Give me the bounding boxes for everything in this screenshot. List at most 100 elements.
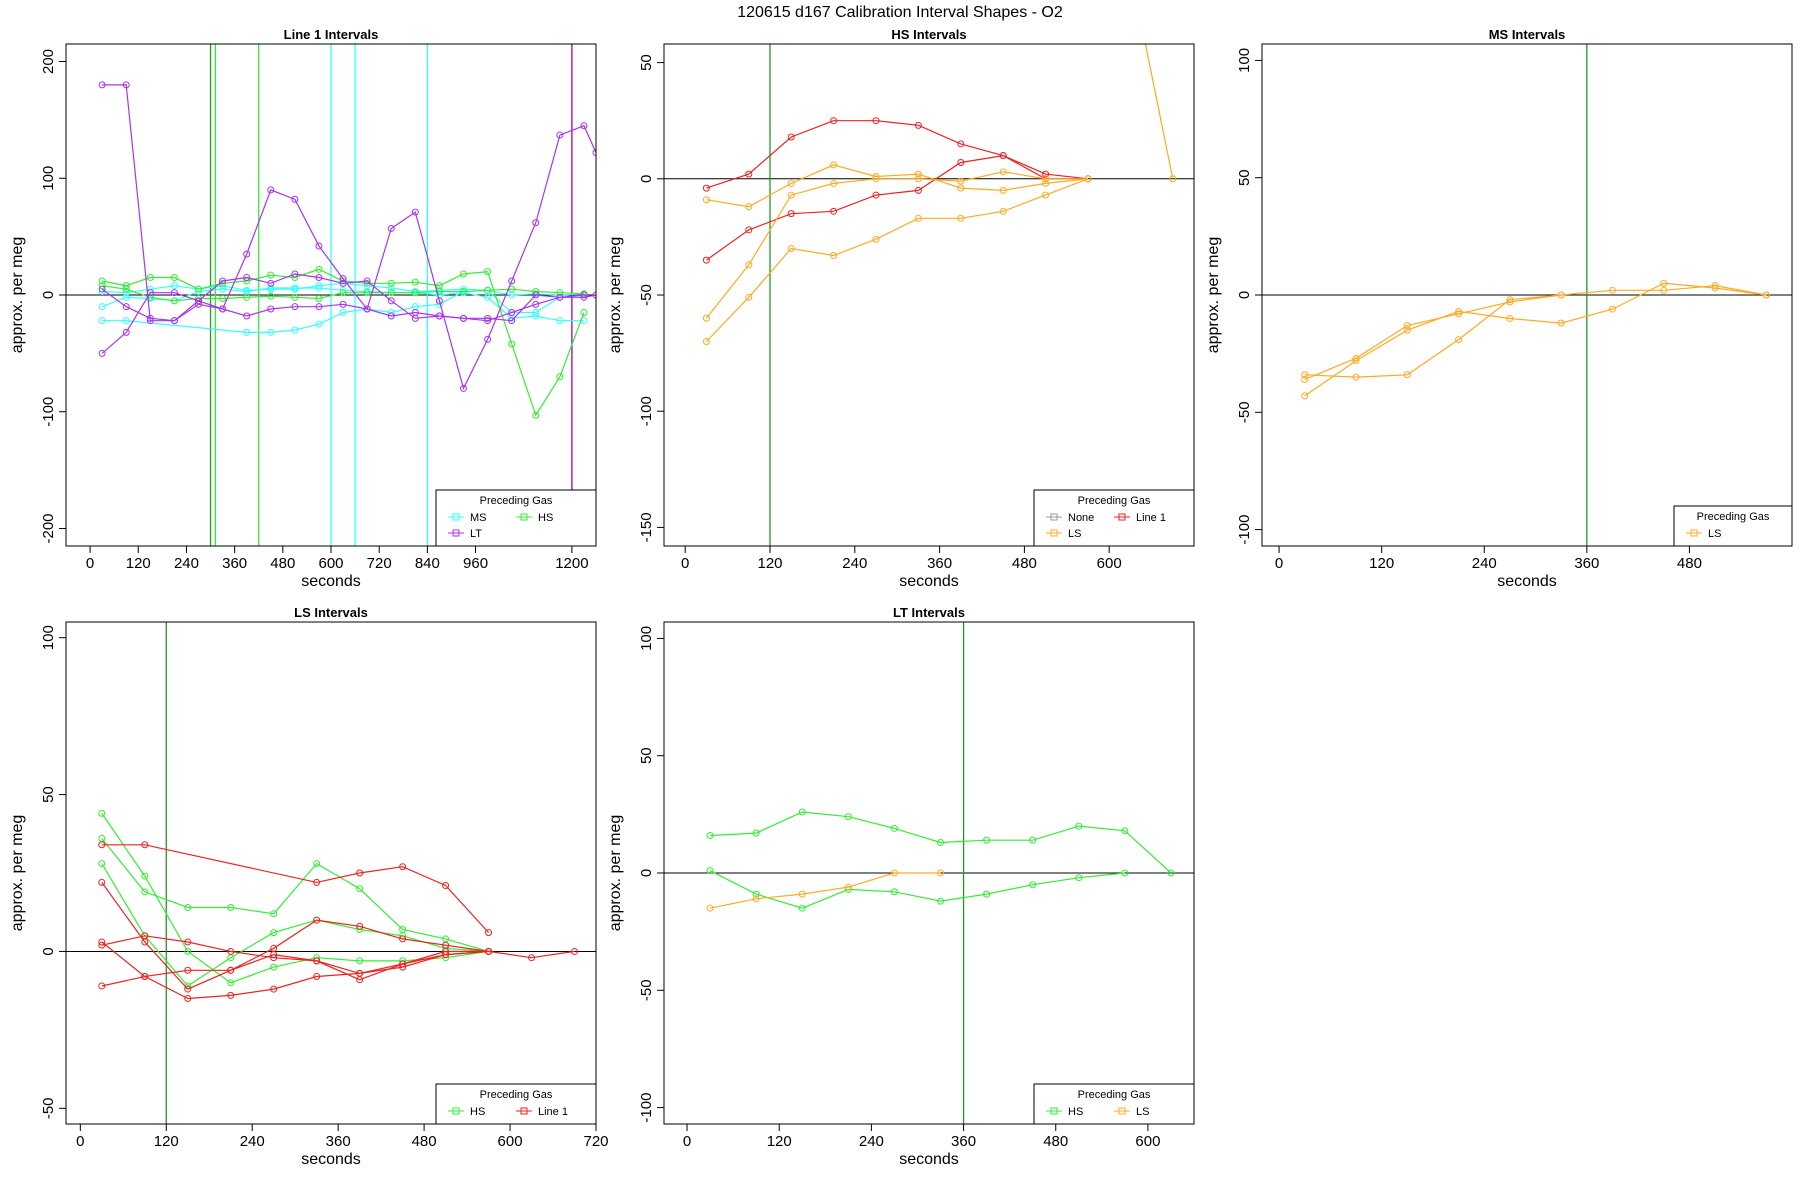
chart-1-data-point [508, 340, 516, 348]
chart-4-plot-area [66, 622, 596, 1124]
chart-1-xlabel: seconds [301, 573, 361, 590]
chart-1-xtick-label: 120 [126, 555, 151, 572]
chart-4-data-point [227, 979, 235, 987]
chart-4-data-point [98, 809, 106, 817]
chart-2-ylabel: approx. per meg [607, 237, 624, 354]
chart-1-data-point [98, 282, 106, 290]
chart-1-data-point [532, 300, 540, 308]
chart-2-data-point [999, 168, 1007, 176]
chart-5-frame [663, 621, 1195, 1125]
chart-2-data-point [830, 161, 838, 169]
chart-1-ytick-label: 100 [40, 166, 57, 191]
chart-2-data-point [957, 159, 965, 167]
chart-4-data-point [184, 966, 192, 974]
chart-3-ytick-label: -100 [1236, 515, 1253, 545]
chart-4-xtick-label: 120 [154, 1133, 179, 1150]
chart-3-ytick-label: -50 [1236, 401, 1253, 423]
chart-1-ytick-label: 200 [40, 49, 57, 74]
chart-5-data-point [1167, 869, 1175, 877]
chart-5-ytick-label: -50 [638, 979, 655, 1001]
chart-1-data-point [339, 286, 347, 294]
chart-1-data-point [580, 309, 588, 317]
chart-3-frame [1261, 43, 1793, 547]
chart-5-ytick-label: 50 [638, 747, 655, 764]
chart-2-data-point [999, 152, 1007, 160]
chart-4-series-line [101, 935, 489, 981]
chart-3-data-point [1660, 286, 1668, 294]
chart-1-series-lt-7 [98, 81, 596, 392]
chart-5-data-point [1075, 822, 1083, 830]
chart-1-data-point [556, 317, 564, 325]
chart-4-title: LS Intervals [294, 605, 368, 620]
chart-1-data-point [363, 305, 371, 313]
chart-2-data-point [872, 191, 880, 199]
chart-3-ytick-label: 50 [1236, 169, 1253, 186]
chart-1-data-point [291, 293, 299, 301]
chart-5-xtick-label: 120 [767, 1133, 792, 1150]
chart-1-data-point [484, 314, 492, 322]
page-title: 120615 d167 Calibration Interval Shapes … [737, 4, 1063, 21]
chart-2-data-point [914, 121, 922, 129]
chart-4-data-point [313, 860, 321, 868]
chart-2-data-point [1042, 175, 1050, 183]
chart-1-data-point [122, 317, 130, 325]
chart-1-series-line [101, 268, 585, 417]
chart-2-data-point [999, 207, 1007, 215]
chart-2-xtick-label: 600 [1097, 555, 1122, 572]
chart-1-data-point [243, 286, 251, 294]
chart-2-ytick-label: -50 [638, 284, 655, 306]
chart-4-data-point [98, 834, 106, 842]
chart-1-series-line [102, 285, 585, 302]
chart-1-data-point [484, 268, 492, 276]
chart-5-data-point [937, 869, 945, 877]
chart-5-data-point [844, 883, 852, 891]
chart-4-data-point [184, 985, 192, 993]
chart-4-data-point [141, 932, 149, 940]
chart-2-data-point [702, 184, 710, 192]
chart-1-data-point [460, 384, 467, 392]
chart-4-data-point [485, 929, 493, 937]
chart-3-xtick-label: 360 [1574, 555, 1599, 572]
chart-1-data-point [219, 282, 227, 290]
chart-5-data-point [706, 904, 714, 912]
chart-1-data-point [556, 293, 564, 301]
chart-1-data-point [315, 282, 323, 290]
chart-5-data-point [937, 897, 945, 905]
chart-2-data-point [1142, 36, 1148, 42]
chart-4-data-point [98, 938, 106, 946]
chart-3-ytick-label: 100 [1236, 48, 1253, 73]
chart-3-data-point [1506, 314, 1514, 322]
chart-2-data-point [957, 184, 965, 192]
chart-1-data-point [195, 285, 202, 293]
chart-1-data-point [267, 271, 275, 279]
chart-2-data-point [872, 172, 880, 180]
chart-5-series-ls-3 [706, 869, 945, 912]
chart-1-series-line [101, 287, 584, 322]
chart-1-data-point [556, 291, 564, 299]
chart-5-data-point [706, 831, 714, 839]
chart-4-data-point [313, 973, 321, 981]
chart-1-ytick-label: -200 [40, 513, 57, 543]
chart-1-data-point [170, 282, 178, 290]
chart-4-series-line [101, 882, 489, 990]
chart-4-data-point [313, 916, 321, 924]
chart-1-data-point [291, 303, 299, 311]
chart-2-data-point [702, 314, 710, 322]
chart-4-data-point [356, 957, 364, 965]
chart-3-data-point [1403, 321, 1411, 329]
chart-4-data-point [227, 947, 235, 955]
chart-1-data-point [219, 277, 227, 285]
chart-1-data-point [146, 273, 154, 281]
chart-1-data-point [363, 282, 371, 290]
chart-1-data-point [508, 277, 516, 285]
chart-4-xtick-label: 480 [412, 1133, 437, 1150]
chart-3-xtick-label: 240 [1472, 555, 1497, 572]
chart-3-xtick-label: 0 [1275, 555, 1283, 572]
chart-2-legend: Preceding Gas None Line 1 LS [1033, 489, 1195, 547]
chart-2-data-point [1042, 170, 1050, 178]
chart-3-data-point [1455, 307, 1463, 315]
chart-5-data-point [752, 829, 760, 837]
chart-1-data-point [291, 270, 299, 278]
chart-5-series-line [709, 872, 941, 909]
chart-2-ytick-label: 50 [638, 54, 655, 71]
